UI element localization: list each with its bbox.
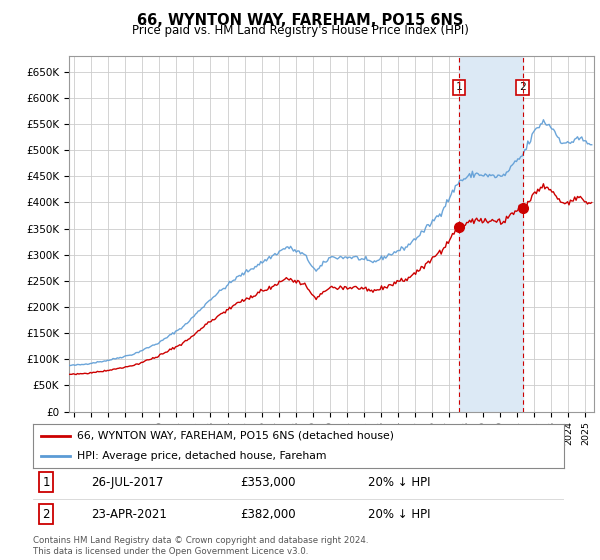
Text: 20% ↓ HPI: 20% ↓ HPI <box>368 507 430 521</box>
Text: Contains HM Land Registry data © Crown copyright and database right 2024.
This d: Contains HM Land Registry data © Crown c… <box>33 536 368 556</box>
Text: 1: 1 <box>43 475 50 488</box>
Text: 20% ↓ HPI: 20% ↓ HPI <box>368 475 430 488</box>
Text: 23-APR-2021: 23-APR-2021 <box>91 507 167 521</box>
Text: 1: 1 <box>455 82 462 92</box>
Text: HPI: Average price, detached house, Fareham: HPI: Average price, detached house, Fare… <box>77 451 326 461</box>
Text: 66, WYNTON WAY, FAREHAM, PO15 6NS (detached house): 66, WYNTON WAY, FAREHAM, PO15 6NS (detac… <box>77 431 394 441</box>
Text: 2: 2 <box>519 82 526 92</box>
Text: 2: 2 <box>43 507 50 521</box>
Text: Price paid vs. HM Land Registry's House Price Index (HPI): Price paid vs. HM Land Registry's House … <box>131 24 469 38</box>
Text: £353,000: £353,000 <box>240 475 296 488</box>
Text: 66, WYNTON WAY, FAREHAM, PO15 6NS: 66, WYNTON WAY, FAREHAM, PO15 6NS <box>137 13 463 28</box>
Text: 26-JUL-2017: 26-JUL-2017 <box>91 475 164 488</box>
Bar <box>459 56 523 412</box>
Text: £382,000: £382,000 <box>240 507 296 521</box>
